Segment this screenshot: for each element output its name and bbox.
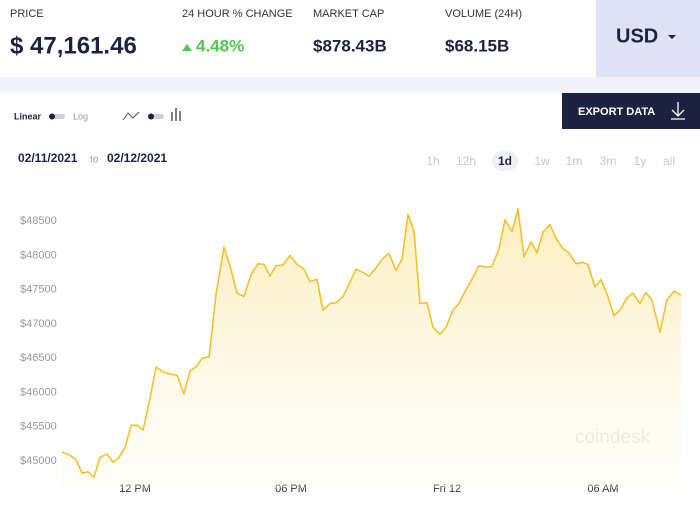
currency-select[interactable]	[596, 0, 700, 77]
date-sep: to	[90, 155, 99, 166]
range-button[interactable]: 1y	[634, 154, 647, 168]
range-button[interactable]: 1h	[426, 154, 439, 168]
range-buttons: 1h 12h 1d 1w 1m 3m 1y all	[426, 151, 675, 171]
range-button[interactable]: 12h	[456, 154, 476, 168]
stats-bar	[0, 0, 596, 77]
y-tick-label: $47000	[20, 318, 57, 330]
y-tick-label: $48000	[20, 249, 57, 261]
dropdown-arrow	[668, 35, 676, 39]
scale-log[interactable]: Log	[73, 111, 88, 121]
stat-value: $ 47,161.46	[10, 32, 137, 59]
up-arrow	[182, 44, 192, 51]
stat-label: 24 HOUR % CHANGE	[182, 8, 293, 20]
date-to[interactable]: 02/12/2021	[107, 151, 167, 165]
stat-label: PRICE	[10, 8, 44, 20]
stat-value: 4.48%	[196, 36, 244, 55]
plot: $45000 $45500 $46000 $46500 $47000 $47500 $480…	[20, 208, 682, 495]
stats: PRICE $ 47,161.46 24 HOUR % CHANGE 4.48% MAR…	[10, 8, 522, 59]
y-tick-label: $47500	[20, 284, 57, 296]
y-tick-label: $48500	[20, 215, 57, 227]
range-button[interactable]: 3m	[600, 154, 617, 168]
y-tick-label: $45000	[20, 455, 57, 467]
y-tick-label: $46000	[20, 386, 57, 398]
price-line	[61, 208, 682, 479]
range-button[interactable]: 1d	[498, 154, 512, 168]
stat-value: $878.43B	[313, 36, 387, 55]
stat-value: $68.15B	[445, 36, 509, 55]
range-button[interactable]: 1w	[534, 154, 550, 168]
export-label[interactable]: EXPORT DATA	[578, 106, 655, 118]
range-highlight	[492, 151, 518, 171]
toggle-knob	[49, 113, 55, 120]
stat-label: VOLUME (24H)	[445, 8, 522, 20]
bar-icon[interactable]	[171, 108, 181, 121]
currency[interactable]: USD	[616, 25, 658, 47]
y-tick-label: $45500	[20, 421, 57, 433]
range-button[interactable]: 1m	[566, 154, 583, 168]
scale-linear[interactable]: Linear	[14, 111, 42, 121]
area	[62, 208, 681, 488]
range-button[interactable]: all	[663, 154, 675, 168]
toggle-knob	[148, 113, 154, 120]
line-icon[interactable]	[122, 111, 140, 121]
download-icon	[671, 102, 685, 120]
y-tick-label: $46500	[20, 352, 57, 364]
stat-label: MARKET CAP	[313, 8, 384, 20]
export-button[interactable]	[562, 93, 700, 129]
date-from[interactable]: 02/11/2021	[18, 151, 78, 165]
